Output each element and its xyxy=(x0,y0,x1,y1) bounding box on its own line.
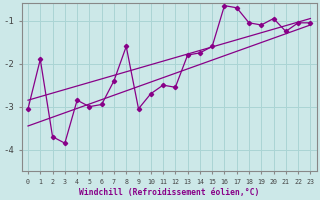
X-axis label: Windchill (Refroidissement éolien,°C): Windchill (Refroidissement éolien,°C) xyxy=(79,188,260,197)
